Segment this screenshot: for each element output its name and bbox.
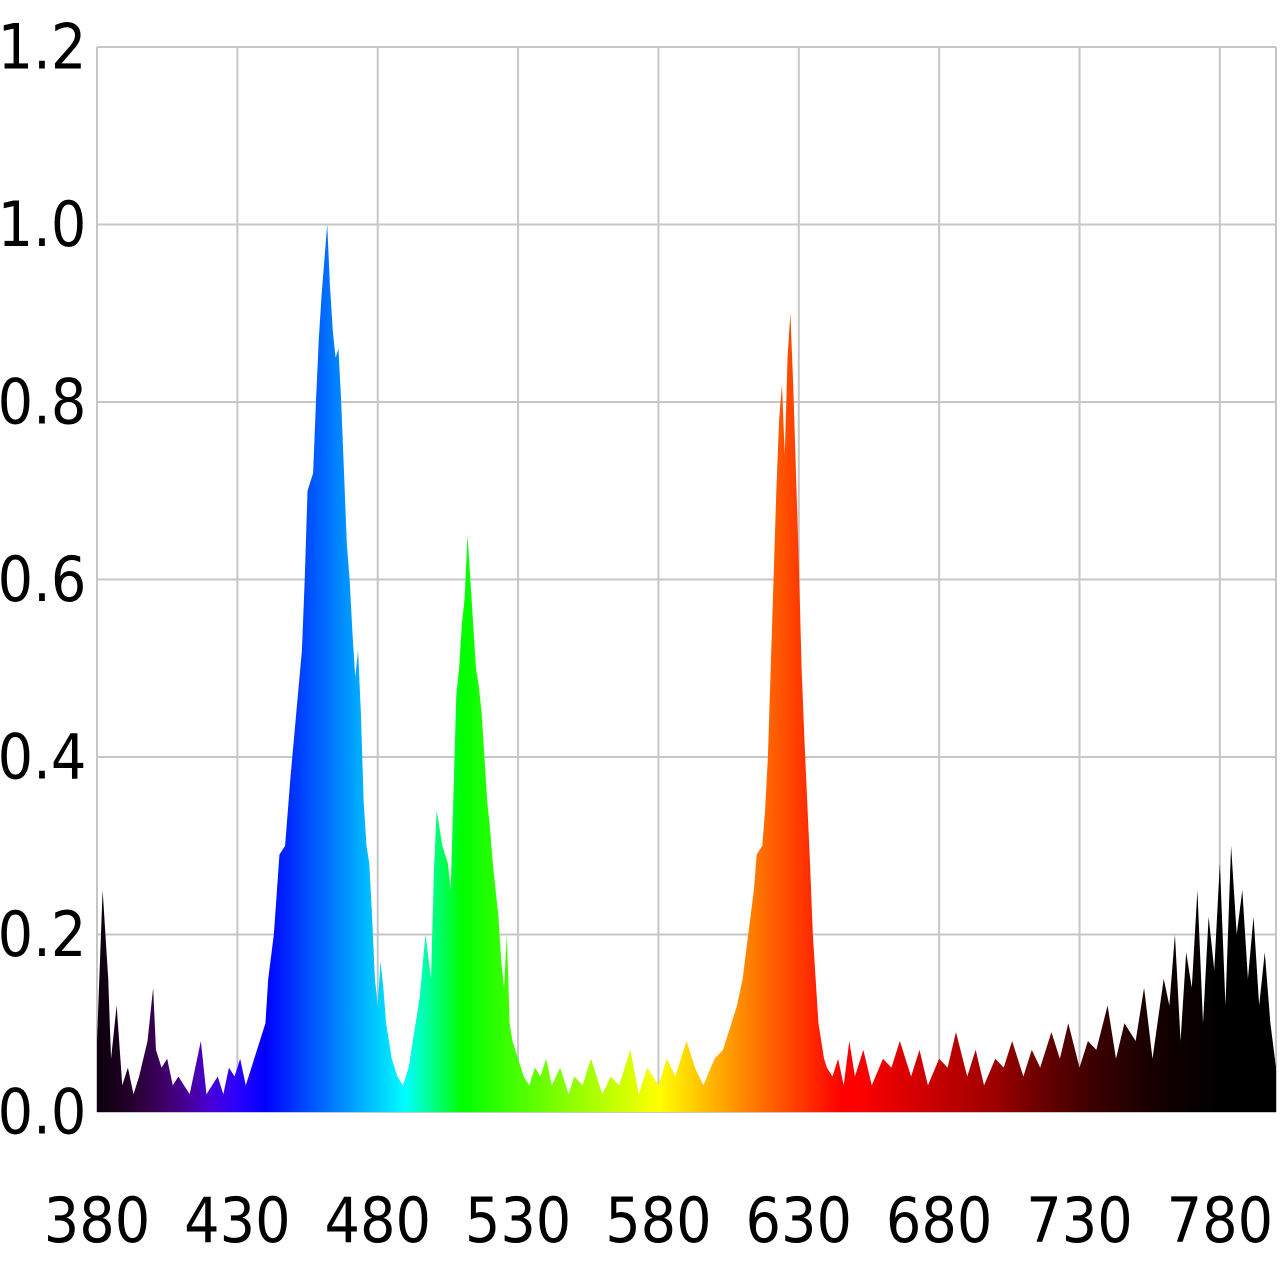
x-tick-label: 380 [44,1184,150,1257]
x-tick-label: 580 [605,1184,711,1257]
x-tick-label: 530 [465,1184,571,1257]
y-tick-label: 0.4 [0,721,86,794]
y-tick-label: 1.2 [0,11,86,84]
x-tick-label: 730 [1026,1184,1132,1257]
x-axis-tick-labels: 380 430 480 530 580 630 680 730 780 [44,1184,1273,1257]
spectrum-series [97,224,1276,1112]
y-axis-tick-labels: 0.0 0.2 0.4 0.6 0.8 1.0 1.2 [0,11,86,1149]
x-tick-label: 630 [746,1184,852,1257]
x-tick-label: 680 [886,1184,992,1257]
y-tick-label: 1.0 [0,188,86,261]
x-tick-label: 430 [184,1184,290,1257]
y-tick-label: 0.6 [0,543,86,616]
x-tick-label: 480 [324,1184,430,1257]
y-tick-label: 0.2 [0,898,86,971]
x-tick-label: 780 [1167,1184,1273,1257]
spectrum-area [97,224,1276,1112]
y-tick-label: 0.8 [0,366,86,439]
y-tick-label: 0.0 [0,1076,86,1149]
